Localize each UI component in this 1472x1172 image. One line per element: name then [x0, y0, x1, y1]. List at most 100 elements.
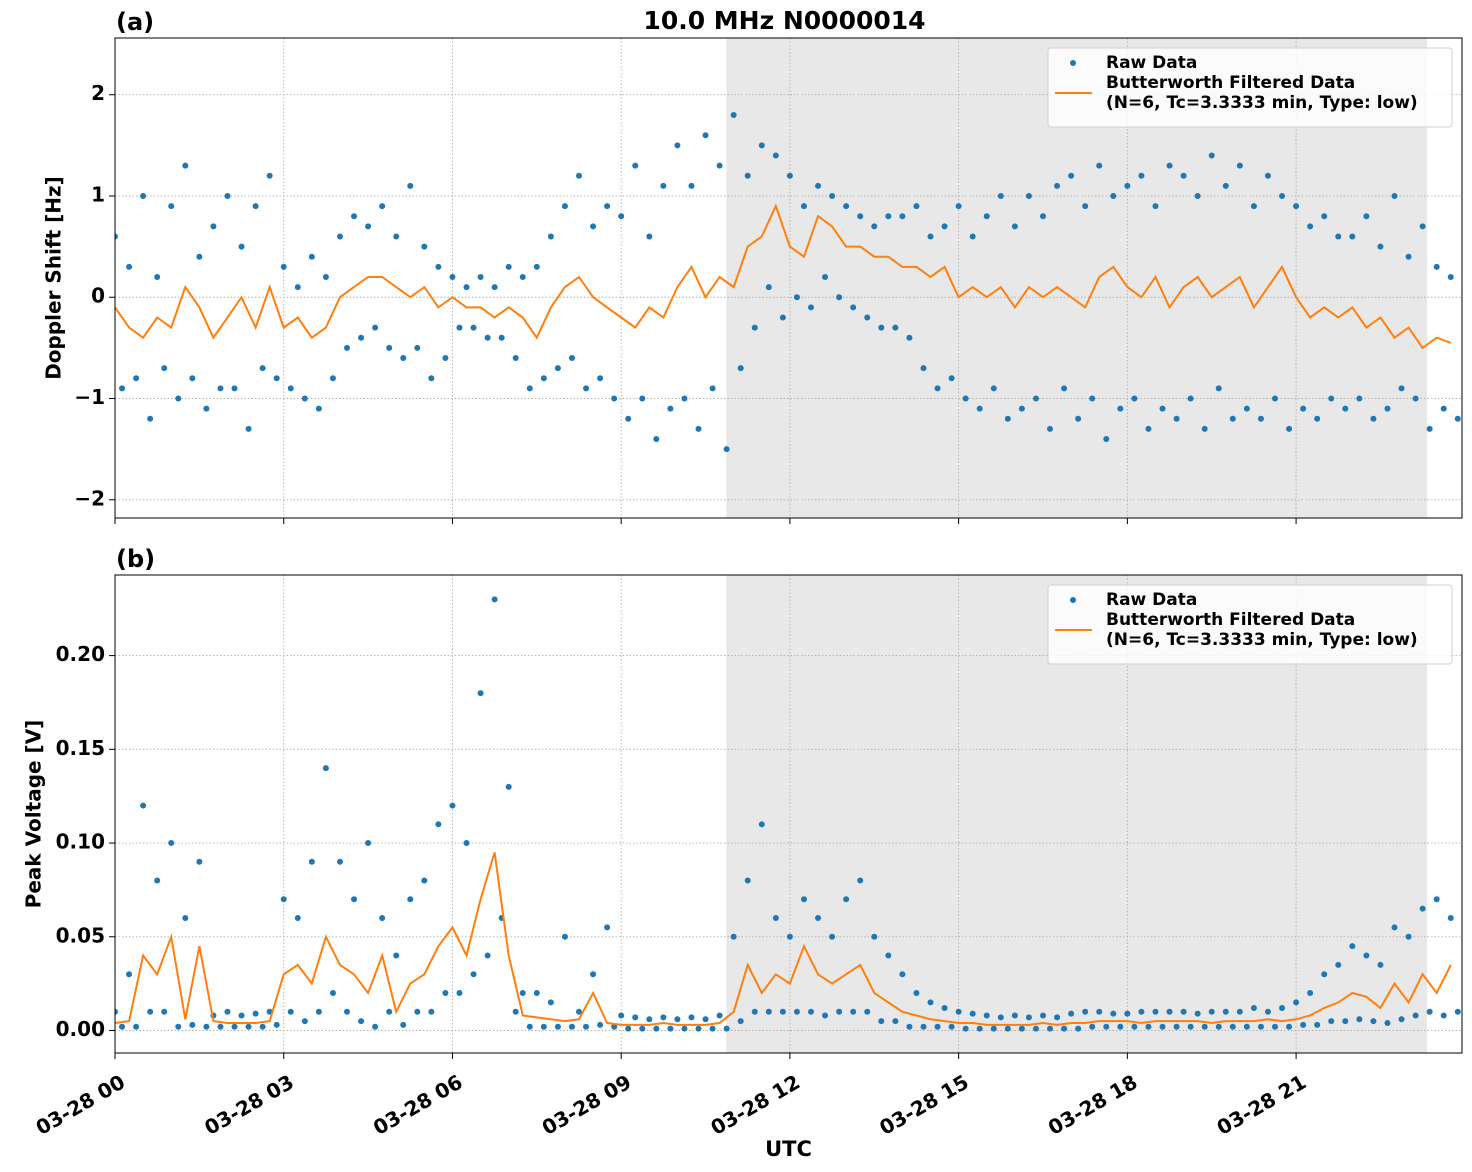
raw-point — [1454, 1008, 1461, 1015]
raw-point — [115, 233, 118, 240]
raw-point — [449, 802, 456, 809]
raw-point — [351, 896, 358, 903]
raw-point — [1187, 395, 1194, 402]
raw-point — [442, 990, 449, 997]
raw-point — [716, 1012, 723, 1019]
raw-point — [1124, 1010, 1131, 1017]
raw-point — [758, 821, 765, 828]
raw-point — [1089, 1023, 1096, 1030]
raw-point — [1229, 415, 1236, 422]
plot-marks — [115, 111, 1461, 453]
raw-point — [695, 425, 702, 432]
raw-point — [800, 896, 807, 903]
x-tick-label: 03-28 21 — [1213, 1070, 1311, 1140]
raw-point — [709, 1025, 716, 1032]
raw-point — [660, 1014, 667, 1021]
chart-title: 10.0 MHz N0000014 — [643, 6, 925, 35]
raw-point — [1082, 203, 1089, 210]
raw-point — [737, 365, 744, 372]
raw-point — [779, 314, 786, 321]
raw-point — [829, 192, 836, 199]
raw-point — [1335, 961, 1342, 968]
raw-point — [885, 952, 892, 959]
raw-point — [948, 375, 955, 382]
x-tick-label: 03-28 12 — [706, 1070, 804, 1140]
raw-point — [196, 253, 203, 260]
raw-point — [259, 1023, 266, 1030]
raw-point — [969, 233, 976, 240]
raw-point — [878, 324, 885, 331]
raw-point — [1004, 415, 1011, 422]
raw-point — [730, 933, 737, 940]
raw-point — [1208, 152, 1215, 159]
raw-point — [196, 858, 203, 865]
y-axis-label: Doppler Shift [Hz] — [42, 176, 66, 380]
raw-point — [1152, 203, 1159, 210]
raw-point — [765, 1008, 772, 1015]
raw-point — [1110, 192, 1117, 199]
x-axis-label: UTC — [765, 1137, 812, 1161]
raw-point — [688, 182, 695, 189]
x-tick-label: 03-28 15 — [875, 1070, 973, 1140]
plot-marks — [115, 596, 1461, 1032]
raw-point — [625, 415, 632, 422]
raw-point — [1447, 273, 1454, 280]
raw-point — [913, 990, 920, 997]
raw-point — [1426, 425, 1433, 432]
raw-point — [590, 223, 597, 230]
raw-point — [231, 385, 238, 392]
raw-point — [1201, 425, 1208, 432]
raw-point — [386, 344, 393, 351]
raw-point — [133, 375, 140, 382]
raw-point — [632, 162, 639, 169]
raw-point — [1145, 425, 1152, 432]
axes-frame — [114, 37, 1463, 519]
raw-point — [1307, 990, 1314, 997]
raw-point — [920, 1023, 927, 1030]
raw-point — [1159, 405, 1166, 412]
raw-point — [899, 213, 906, 220]
raw-point — [1089, 395, 1096, 402]
raw-point — [962, 395, 969, 402]
raw-point — [252, 1010, 259, 1017]
raw-point — [1075, 415, 1082, 422]
raw-point — [723, 446, 730, 453]
raw-point — [301, 395, 308, 402]
raw-point — [597, 1021, 604, 1028]
raw-point — [1011, 223, 1018, 230]
raw-point — [1236, 1008, 1243, 1015]
raw-point — [709, 385, 716, 392]
raw-point — [1356, 395, 1363, 402]
raw-point — [1004, 1025, 1011, 1032]
raw-point — [1384, 405, 1391, 412]
raw-point — [906, 1023, 913, 1030]
y-tick-label: −2 — [74, 486, 105, 510]
raw-point — [400, 1021, 407, 1028]
raw-point — [934, 385, 941, 392]
raw-point — [315, 405, 322, 412]
raw-point — [1286, 425, 1293, 432]
raw-point — [568, 1023, 575, 1030]
raw-point — [1032, 395, 1039, 402]
raw-point — [976, 1025, 983, 1032]
raw-point — [941, 1005, 948, 1012]
raw-point — [1117, 405, 1124, 412]
raw-point — [815, 182, 822, 189]
raw-point — [1201, 1023, 1208, 1030]
raw-point — [1159, 1023, 1166, 1030]
raw-point — [681, 395, 688, 402]
raw-point — [126, 263, 133, 270]
panel-label: (b) — [116, 545, 155, 573]
raw-point — [1131, 1023, 1138, 1030]
raw-point — [1356, 1016, 1363, 1023]
raw-point — [1138, 1008, 1145, 1015]
raw-point — [287, 1008, 294, 1015]
axes-frame — [114, 574, 1463, 1054]
raw-point — [343, 1008, 350, 1015]
raw-point — [934, 1023, 941, 1030]
raw-point — [1068, 1010, 1075, 1017]
raw-point — [1419, 905, 1426, 912]
x-tick-label: 03-28 09 — [538, 1070, 636, 1140]
raw-point — [140, 802, 147, 809]
raw-point — [1293, 203, 1300, 210]
